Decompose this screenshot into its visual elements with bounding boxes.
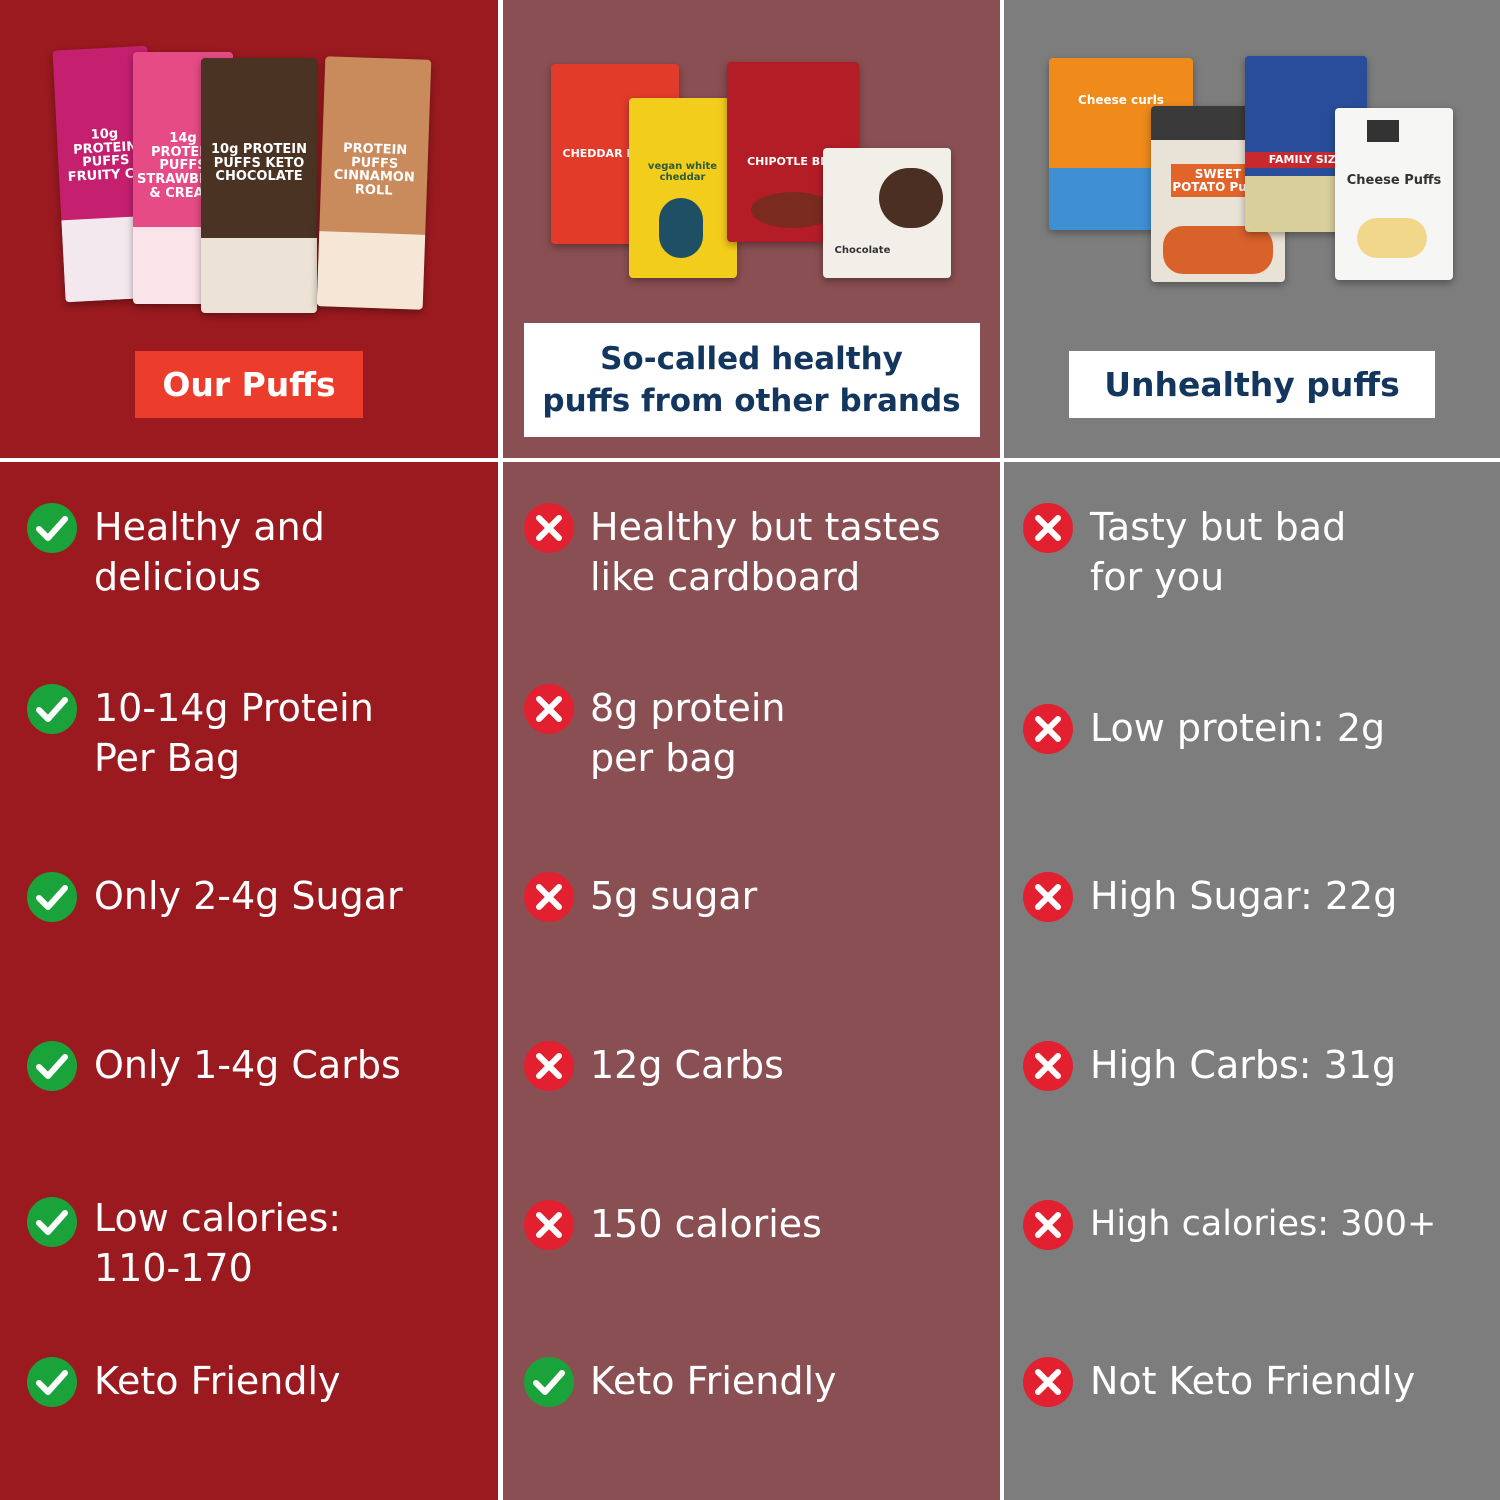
cross-icon [1022, 1356, 1074, 1408]
check-icon [26, 871, 78, 923]
column-unhealthy-puffs: Cheese curls SWEET POTATO Puffs FAMILY S… [1004, 0, 1500, 1500]
check-icon [26, 502, 78, 554]
check-icon [26, 1040, 78, 1092]
feature-text: Healthy but tastes like cardboard [590, 505, 941, 599]
feature-text: Low protein: 2g [1090, 706, 1386, 750]
product-bag: Chocolate [822, 148, 951, 278]
cross-icon [523, 871, 575, 923]
column-other-brands: CHEDDAR BLAST vegan white cheddar CHIPOT… [503, 0, 1000, 1500]
product-bag: Cheese Puffs [1335, 108, 1453, 280]
cross-icon [1022, 502, 1074, 554]
feature-text: 5g sugar [590, 874, 758, 918]
column-our-puffs: 10g PROTEIN PUFFS FRUITY CH 14g PROTEIN … [0, 0, 498, 1500]
feature-text: Only 1-4g Carbs [94, 1043, 401, 1087]
column-label-our-puffs: Our Puffs [135, 351, 363, 418]
column-label-unhealthy: Unhealthy puffs [1069, 351, 1435, 418]
cross-icon [523, 502, 575, 554]
check-icon [523, 1356, 575, 1408]
feature-text: Keto Friendly [94, 1359, 341, 1403]
cross-icon [523, 683, 575, 735]
check-icon [26, 1356, 78, 1408]
feature-text: 150 calories [590, 1202, 822, 1246]
product-image-our-puffs: 10g PROTEIN PUFFS FRUITY CH 14g PROTEIN … [52, 45, 439, 313]
feature-text: Tasty but bad for you [1090, 505, 1347, 599]
feature-text: Keto Friendly [590, 1359, 837, 1403]
cross-icon [523, 1040, 575, 1092]
column-label-other-brands: So-called healthy puffs from other brand… [523, 323, 980, 437]
check-icon [26, 683, 78, 735]
feature-text: High calories: 300+ [1090, 1204, 1437, 1244]
feature-text: 12g Carbs [590, 1043, 784, 1087]
cross-icon [1022, 703, 1074, 755]
cross-icon [523, 1199, 575, 1251]
feature-text: 8g protein per bag [590, 686, 786, 780]
cross-icon [1022, 1040, 1074, 1092]
feature-text: Only 2-4g Sugar [94, 874, 403, 918]
check-icon [26, 1196, 78, 1248]
product-image-unhealthy: Cheese curls SWEET POTATO Puffs FAMILY S… [1049, 56, 1455, 284]
cross-icon [1022, 871, 1074, 923]
product-bag: vegan white cheddar [628, 98, 737, 278]
feature-text: Low calories: 110-170 [94, 1196, 342, 1290]
product-bag: 10g PROTEIN PUFFS KETO CHOCOLATE [201, 58, 317, 313]
feature-text: High Carbs: 31g [1090, 1043, 1397, 1087]
feature-text: 10-14g Protein Per Bag [94, 686, 374, 780]
feature-text: Healthy and delicious [94, 505, 325, 599]
feature-text: Not Keto Friendly [1090, 1359, 1416, 1403]
product-bag: PROTEIN PUFFS CINNAMON ROLL [316, 56, 432, 310]
cross-icon [1022, 1199, 1074, 1251]
feature-text: High Sugar: 22g [1090, 874, 1398, 918]
product-image-other-brands: CHEDDAR BLAST vegan white cheddar CHIPOT… [550, 60, 953, 282]
header-divider [0, 458, 1500, 462]
